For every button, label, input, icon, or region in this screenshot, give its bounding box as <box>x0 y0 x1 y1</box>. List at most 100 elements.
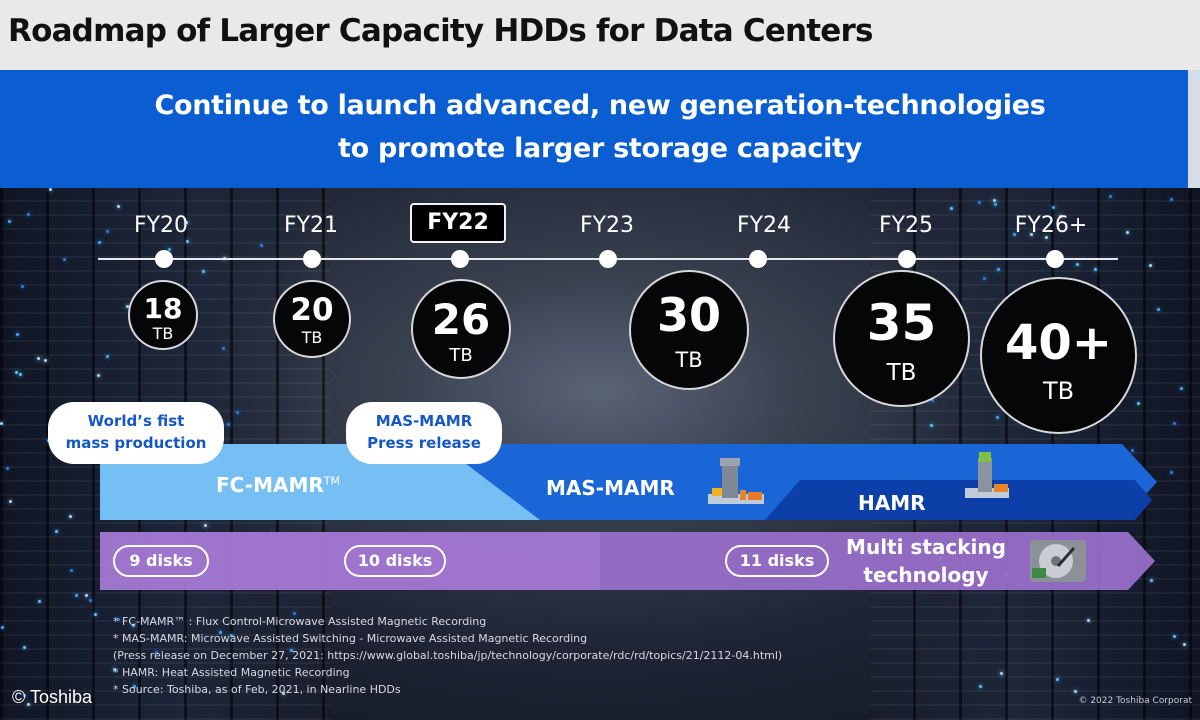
image-credit: © Toshiba <box>12 687 92 707</box>
rack-light <box>978 200 982 204</box>
rack-light <box>204 524 208 528</box>
rack-light <box>1148 263 1152 267</box>
capacity-unit: TB <box>886 360 917 386</box>
rack-light <box>994 203 998 207</box>
rack-light <box>235 410 239 414</box>
rack-light <box>999 671 1003 675</box>
year-label-fy26: FY26+ <box>1014 213 1088 238</box>
capacity-20tb: 20 TB <box>273 280 351 358</box>
capacity-value: 40+ <box>1004 315 1112 371</box>
timeline-dot-fy24 <box>749 250 767 268</box>
rack-light <box>1169 471 1173 475</box>
year-label-fy24: FY24 <box>736 213 792 238</box>
rack-light <box>259 243 263 247</box>
rack-light <box>85 594 89 598</box>
capacity-unit: TB <box>301 328 323 347</box>
rack-light <box>949 207 953 211</box>
rack-light <box>55 529 59 533</box>
footnotes: * FC-MAMR™ : Flux Control-Microwave Assi… <box>113 613 782 698</box>
rack-light <box>1075 262 1079 266</box>
rack-light <box>22 693 26 697</box>
copyright-notice: © 2022 Toshiba Corporat <box>1078 696 1192 706</box>
rack-light <box>930 398 934 402</box>
timeline-dot-fy20 <box>155 250 173 268</box>
multi-stacking-line: Multi stacking <box>846 535 1006 559</box>
capacity-value: 35 <box>866 294 937 352</box>
capacity-40plus-tb: 40+ TB <box>980 277 1137 434</box>
year-label-fy23: FY23 <box>579 213 635 238</box>
rack-light <box>117 617 121 621</box>
rack-light <box>20 284 24 288</box>
rack-light <box>36 357 40 361</box>
capacity-value: 18 <box>143 292 183 325</box>
rack-light <box>19 372 23 376</box>
rack-light <box>133 684 137 688</box>
capacity-35tb: 35 TB <box>833 270 970 407</box>
rack-light <box>1173 635 1177 639</box>
footnote: * Source: Toshiba, as of Feb, 2021, in N… <box>113 683 401 696</box>
rack-light <box>1179 386 1183 390</box>
rack-light <box>37 600 41 604</box>
rack-light <box>1013 233 1017 237</box>
rack-light <box>8 219 12 223</box>
rack-light <box>1136 402 1140 406</box>
rack-light <box>201 270 205 274</box>
rack-light <box>75 594 79 598</box>
capacity-value: 26 <box>431 295 491 344</box>
title-bar: Roadmap of Larger Capacity HDDs for Data… <box>0 0 1200 71</box>
callout-line: World’s fist <box>87 412 185 430</box>
rack-light <box>88 599 92 603</box>
rack-light <box>49 188 53 192</box>
timeline-dot-fy25 <box>898 250 916 268</box>
rack-light <box>6 467 10 471</box>
rack-light <box>218 630 222 634</box>
rack-light <box>0 422 3 426</box>
callout-line: Press release <box>367 434 481 452</box>
banner-edge <box>1188 70 1200 188</box>
rack-light <box>185 239 189 243</box>
rack-light <box>1059 215 1063 219</box>
rack-light <box>113 667 117 671</box>
rack-light <box>1108 194 1112 198</box>
hamr-head-icon <box>965 452 1009 498</box>
rack-light <box>1156 307 1160 311</box>
rack-light <box>1130 449 1134 453</box>
rack-light <box>293 611 297 615</box>
rack-light <box>290 648 294 652</box>
rack-light <box>105 354 109 358</box>
fc-mamr-text: FC-MAMR <box>216 473 324 497</box>
rack-light <box>1125 231 1129 235</box>
rack-light <box>8 500 12 504</box>
year-label-fy20: FY20 <box>133 213 189 238</box>
callout-mas-mamr-press-release: MAS-MAMR Press release <box>346 402 502 464</box>
disks-10-badge: 10 disks <box>344 545 446 577</box>
hamr-band <box>765 480 1152 520</box>
capacity-value: 30 <box>656 288 721 342</box>
footnote: * HAMR: Heat Assisted Magnetic Recording <box>113 666 350 679</box>
headline-line-2: to promote larger storage capacity <box>338 133 862 164</box>
rack-light <box>1094 268 1098 272</box>
rack-light <box>1030 232 1034 236</box>
rack-light <box>930 423 934 427</box>
disks-11-badge: 11 disks <box>725 545 829 577</box>
rack-light <box>27 212 31 216</box>
rack-light <box>26 703 30 707</box>
rack-light <box>995 415 999 419</box>
hamr-label: HAMR <box>858 491 926 515</box>
headline-line-1: Continue to launch advanced, new generat… <box>154 90 1046 121</box>
rack-light <box>1183 642 1187 646</box>
page-title: Roadmap of Larger Capacity HDDs for Data… <box>8 13 873 49</box>
rack-light <box>997 267 1001 271</box>
rack-light <box>131 623 135 627</box>
capacity-unit: TB <box>449 345 473 366</box>
rack-light <box>1150 578 1154 582</box>
rack-light <box>1044 236 1048 240</box>
timeline-dot-fy26 <box>1046 250 1064 268</box>
callout-line: mass production <box>65 434 207 452</box>
capacity-unit: TB <box>152 324 174 343</box>
rack-light <box>281 692 285 696</box>
rack-light <box>1169 198 1173 201</box>
rack-light <box>15 333 19 337</box>
year-label-fy21: FY21 <box>283 213 339 238</box>
